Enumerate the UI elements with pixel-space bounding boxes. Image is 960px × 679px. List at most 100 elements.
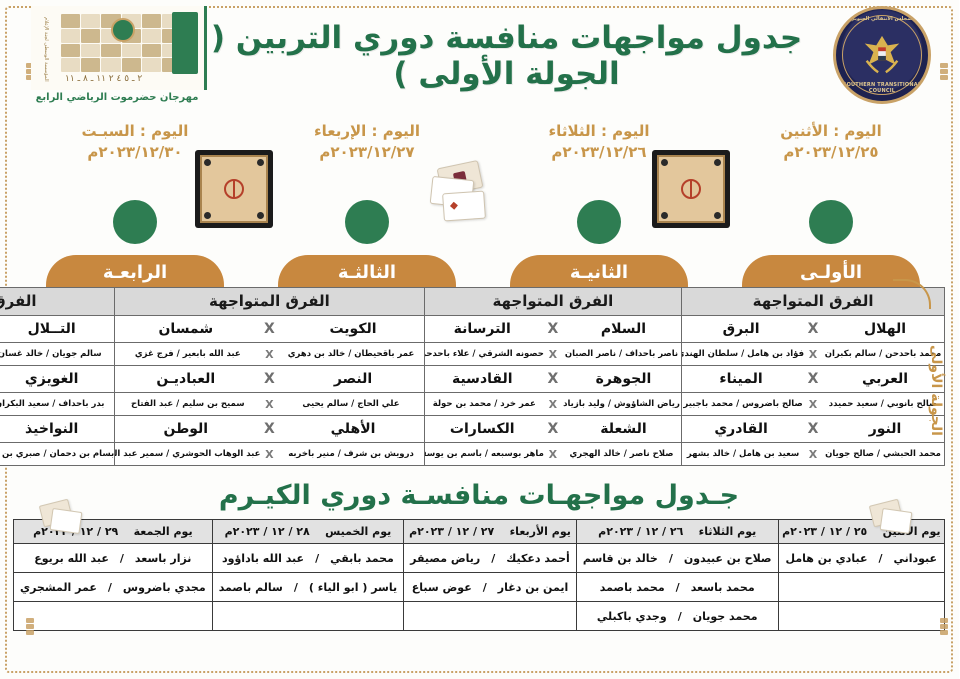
festival-logo-caption: مهرجان حضرموت الرياضي الرابع xyxy=(36,92,200,103)
table-row: صالح بانوبي / سعيد حميدد X صالح باضروس /… xyxy=(683,393,945,416)
versus-symbol: X xyxy=(265,421,276,437)
table-row: أحمد دعكيك / رياض مصيقر xyxy=(405,544,577,573)
team-name: الشعلة xyxy=(601,421,648,437)
versus-symbol: X xyxy=(809,347,819,361)
carrom-column-header: يوم الاثنين ٢٥ / ١٢ / ٢٠٢٣م xyxy=(779,520,945,544)
player-names: سميح بن سليم / عبد الفتاح xyxy=(132,399,246,409)
day-date: ٢٥ / ١٢ / ٢٠٢٣م xyxy=(783,525,869,538)
day-date: ٢٠٢٣/١٢/٢٦م xyxy=(552,142,648,161)
player-name: نزار باسعد xyxy=(135,551,193,565)
day-date: ٢٠٢٣/١٢/٣٠م xyxy=(88,142,184,161)
day-date: ٢٦ / ١٢ / ٢٠٢٣م xyxy=(599,525,685,538)
table-row: محمد باسعد / محمد باصمد xyxy=(577,573,779,602)
carrom-column-tuesday: يوم الثلاثاء ٢٦ / ١٢ / ٢٠٢٣م صلاح بن عبي… xyxy=(577,519,780,631)
table-row: محمد الحبشي / صالح جويان X سعيد بن هامل … xyxy=(683,443,945,465)
separator: / xyxy=(879,551,884,565)
versus-symbol: X xyxy=(809,447,819,461)
column-header: الفرق المتواجهة xyxy=(116,288,425,316)
playing-cards-icon-3 xyxy=(869,498,920,534)
table-row: بسام بن دحمان / صبري بن جوهر X عبد الله … xyxy=(0,443,116,465)
table-row: محمد باحدحن / سالم بكبران X فؤاد بن هامل… xyxy=(683,343,945,366)
player-names: علي الحاج / سالم يحيى xyxy=(303,399,401,409)
versus-symbol: X xyxy=(265,321,276,337)
table-row: ياسر ( ابو الياء ) / سالم باصمد xyxy=(213,573,405,602)
table-row: رياض الشاؤوش / وليد بازياد X عمر خرد / م… xyxy=(425,393,683,416)
separator: / xyxy=(120,551,125,565)
main-matches-table: الجولة الأولى الفرق المتواجهة الهلال X ا… xyxy=(0,279,946,466)
team-name: القادسية xyxy=(452,371,514,387)
council-emblem-icon: المجلس الانتقالي الجنوبي SOUTHERN TRANSI… xyxy=(834,6,932,104)
green-dot-marker xyxy=(346,200,390,244)
festival-logo: المؤسسة الوسطى لجنة الإعلام ٢ ـ ٥ ٤ ٢ ١١… xyxy=(28,6,208,110)
table-row: درويش بن شرف / منير باخربه X عبد الوهاب … xyxy=(116,443,425,465)
page-title: جدول مواجهات منافسة دوري التربين ( الجول… xyxy=(211,20,804,92)
section-title-carrom: جـدول مواجهـات منافسـة دوري الكيـرم xyxy=(219,480,741,511)
day-label: اليوم : الأثنين xyxy=(781,122,883,140)
table-row: محمد بابقي / عبد الله باداؤود xyxy=(213,544,405,573)
table-row: النواخيذ X الحـارة xyxy=(0,416,116,443)
table-row: الأهلي X الوطن xyxy=(116,416,425,443)
table-row: الهلال X البرق xyxy=(683,316,945,343)
team-name: الوطن xyxy=(164,421,210,437)
round-tab-second: الثانيـة xyxy=(511,255,689,289)
table-row: ناصر باحداف / ناصر الصبان X حصونه الشرقي… xyxy=(425,343,683,366)
separator: / xyxy=(483,580,488,594)
player-name: سالم باصمد xyxy=(219,580,284,594)
player-name: ياسر ( ابو الياء ) xyxy=(309,580,399,594)
team-name: السلام xyxy=(601,321,648,337)
versus-symbol: X xyxy=(549,447,559,461)
player-name: محمد باصمد xyxy=(600,580,666,594)
team-name: الهلال xyxy=(864,321,908,337)
day-label: يوم الثلاثاء xyxy=(699,525,758,538)
team-name: شمسان xyxy=(159,321,215,337)
separator: / xyxy=(492,551,497,565)
player-name: رياض مصيقر xyxy=(411,551,482,565)
round-tab-third: الثالثـة xyxy=(279,255,457,289)
player-name: مجدي باضروس xyxy=(123,580,207,594)
day-date: ٢٠٢٣/١٢/٢٥م xyxy=(784,142,880,161)
player-names: محمد باحدحن / سالم بكبران xyxy=(825,349,943,359)
carrom-board-icon-1 xyxy=(653,150,731,228)
player-name: خالد بن قاسم xyxy=(583,551,659,565)
player-names: درويش بن شرف / منير باخربه xyxy=(289,449,415,459)
table-row xyxy=(405,602,577,630)
festival-logo-green-bar xyxy=(173,12,199,74)
player-name: عوض سباع xyxy=(412,580,473,594)
round-block-second: الفرق المتواجهة السلام X الترسانة ناصر ب… xyxy=(425,287,684,466)
green-dot-marker xyxy=(114,200,158,244)
table-row: التــلال X الأتحـاد xyxy=(0,316,116,343)
team-name: العربي xyxy=(862,371,910,387)
playing-cards-icon-2 xyxy=(39,498,90,534)
emblem-arabic-text: المجلس الانتقالي الجنوبي xyxy=(850,16,916,22)
table-row xyxy=(779,573,945,602)
player-names: عبد الله بابعير / فرج غزي xyxy=(135,349,242,359)
team-name: الأهلي xyxy=(331,421,377,437)
table-row: نزار باسعد / عبد الله بريوع xyxy=(15,544,213,573)
versus-symbol: X xyxy=(265,371,276,387)
day-label: اليوم : الإربعاء xyxy=(314,122,422,140)
player-name: محمد جويان xyxy=(693,609,759,623)
separator: / xyxy=(676,580,681,594)
column-header: الفرق المتواجهة xyxy=(0,288,116,316)
player-names: صالح باضروس / محمد باجبير xyxy=(684,399,804,409)
day-date: ٢٨ / ١٢ / ٢٠٢٣م xyxy=(225,525,311,538)
day-label: اليوم : السبـت xyxy=(82,122,190,140)
day-date: ٢٧ / ١٢ / ٢٠٢٣م xyxy=(410,525,496,538)
festival-logo-side-text: المؤسسة الوسطى لجنة الإعلام xyxy=(44,17,50,82)
separator: / xyxy=(316,551,321,565)
separator: / xyxy=(669,551,674,565)
player-names: صالح بانوبي / سعيد حميدد xyxy=(829,399,939,409)
table-row: الجوهرة X القادسية xyxy=(425,366,683,393)
day-header-wednesday: اليوم : الإربعاء ٢٠٢٣/١٢/٢٧م الثالثـة xyxy=(254,112,482,289)
column-header: الفرق المتواجهة xyxy=(425,288,683,316)
versus-symbol: X xyxy=(548,321,560,337)
eagle-icon xyxy=(865,35,901,74)
day-header-monday: اليوم : الأثنين ٢٠٢٣/١٢/٢٥م الأولـى xyxy=(718,112,946,289)
corner-ornament-bottom-right xyxy=(924,617,950,639)
council-logo: المجلس الانتقالي الجنوبي SOUTHERN TRANSI… xyxy=(834,6,932,104)
player-name: عبادي بن هامل xyxy=(786,551,869,565)
player-names: بدر باحداف / سعيد البكران xyxy=(0,399,106,409)
round-side-label: الجولة الأولى xyxy=(929,344,945,436)
table-row: عمر باقحيطان / خالد بن دهري X عبد الله ب… xyxy=(116,343,425,366)
player-names: رياض الشاؤوش / وليد بازياد xyxy=(564,399,681,409)
